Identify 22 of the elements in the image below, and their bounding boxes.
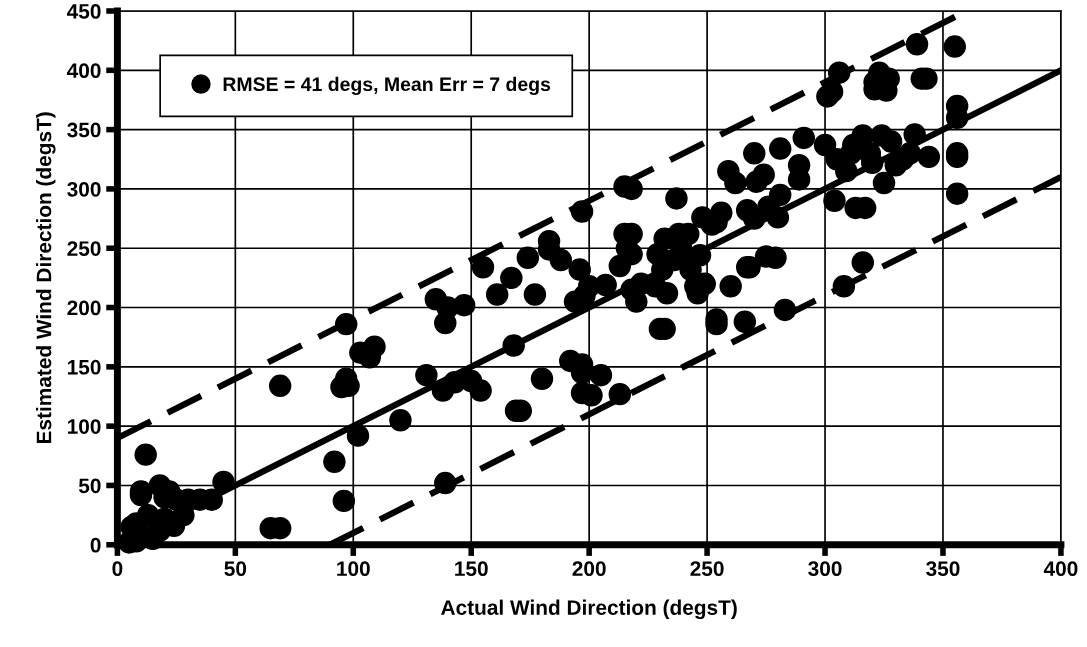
x-tick-label: 300 (808, 561, 842, 577)
y-axis-title: Estimated Wind Direction (degsT) (36, 112, 56, 444)
x-tick-label: 200 (572, 561, 606, 577)
y-tick-label: 450 (66, 4, 101, 19)
x-tick-label: 350 (926, 561, 960, 577)
y-tick-label: 300 (67, 181, 101, 197)
x-tick-label: 250 (690, 561, 724, 577)
x-tick-label: 150 (455, 561, 488, 577)
y-tick-label: 250 (67, 241, 101, 256)
y-tick-label: 150 (67, 359, 101, 375)
y-tick-label: 0 (90, 537, 101, 553)
x-tick-label: 400 (1043, 561, 1078, 577)
legend-label: RMSE = 41 degs, Mean Err = 7 degs (223, 76, 551, 96)
x-axis-title: Actual Wind Direction (degsT) (441, 599, 737, 620)
y-tick-label: 350 (67, 122, 101, 138)
x-tick-label: 50 (224, 561, 247, 577)
x-tick-label: 100 (337, 561, 370, 577)
y-tick-label: 100 (67, 419, 101, 434)
x-tick-label: 0 (112, 561, 123, 577)
y-tick-label: 200 (67, 300, 101, 316)
y-tick-label: 400 (66, 63, 101, 79)
y-tick-label: 50 (78, 478, 101, 494)
